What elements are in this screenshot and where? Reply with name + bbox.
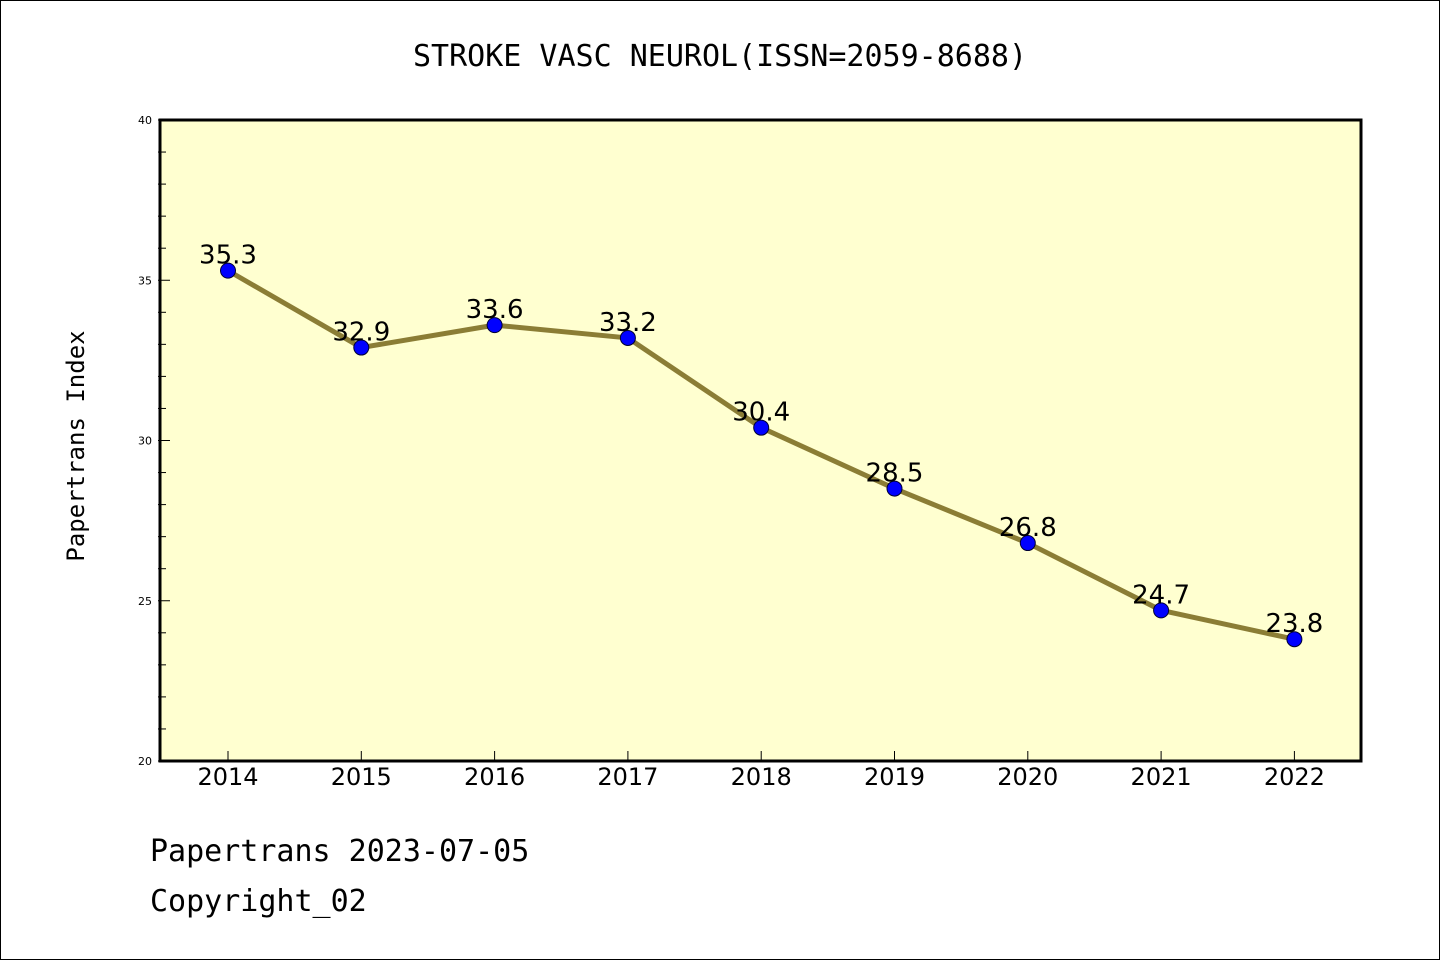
x-tick-label: 2022 bbox=[1264, 763, 1325, 791]
data-label: 26.8 bbox=[999, 513, 1057, 543]
data-label: 28.5 bbox=[866, 459, 924, 489]
x-tick-label: 2019 bbox=[864, 763, 925, 791]
y-tick-label: 30 bbox=[138, 435, 152, 448]
x-tick-label: 2017 bbox=[597, 763, 658, 791]
data-label: 35.3 bbox=[199, 241, 257, 271]
data-label: 33.2 bbox=[599, 308, 657, 338]
x-tick-label: 2018 bbox=[731, 763, 792, 791]
data-point-marker bbox=[1153, 602, 1170, 619]
y-tick-label: 20 bbox=[138, 755, 152, 768]
footer-copyright: Copyright_02 bbox=[150, 884, 367, 919]
y-tick-label: 25 bbox=[138, 595, 152, 608]
x-tick-label: 2020 bbox=[997, 763, 1058, 791]
chart-title: STROKE VASC NEUROL(ISSN=2059-8688) bbox=[413, 39, 1027, 74]
data-label: 23.8 bbox=[1265, 609, 1323, 639]
data-point-marker bbox=[1286, 631, 1303, 648]
x-tick-label: 2016 bbox=[464, 763, 525, 791]
footer-date: Papertrans 2023-07-05 bbox=[150, 834, 530, 869]
data-label: 32.9 bbox=[332, 318, 390, 348]
plot-area bbox=[158, 118, 1363, 763]
data-label: 30.4 bbox=[732, 398, 790, 428]
y-axis-label: Papertrans Index bbox=[62, 330, 90, 561]
x-tick-label: 2014 bbox=[197, 763, 258, 791]
x-tick-label: 2015 bbox=[331, 763, 392, 791]
data-point-marker bbox=[220, 262, 236, 279]
data-point-marker bbox=[619, 329, 636, 346]
data-point-marker bbox=[886, 480, 903, 497]
y-tick-label: 35 bbox=[138, 274, 152, 287]
y-tick-label: 40 bbox=[138, 114, 152, 127]
x-tick-label: 2021 bbox=[1131, 763, 1192, 791]
data-label-group: 35.3 32.9 33.6 33.2 30.4 28.5 26.8 24.7 23.8 bbox=[199, 241, 1323, 640]
data-point-marker bbox=[486, 317, 503, 334]
x-axis: 2014 2015 2016 2017 2018 2019 2020 2021 2022 bbox=[197, 751, 1325, 791]
data-point-marker bbox=[753, 419, 770, 436]
data-point-marker bbox=[353, 339, 370, 356]
marker-group bbox=[220, 262, 1303, 648]
data-label: 33.6 bbox=[466, 295, 524, 325]
data-point-marker bbox=[1019, 535, 1036, 552]
data-label: 24.7 bbox=[1132, 580, 1190, 610]
y-axis: 20 25 30 35 40 bbox=[138, 114, 170, 768]
